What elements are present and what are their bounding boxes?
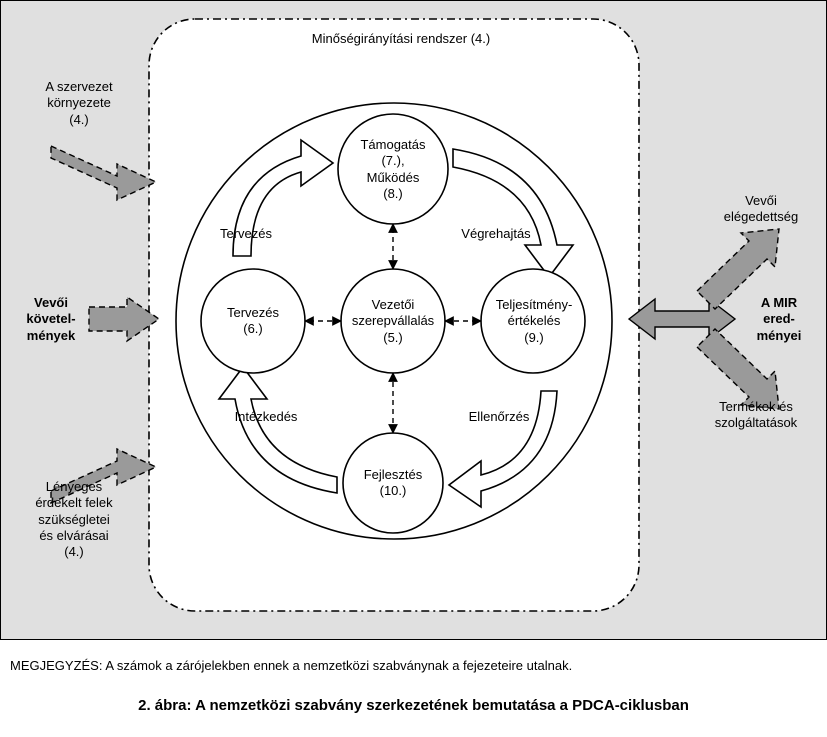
system-title: Minőségirányítási rendszer (4.): [271, 31, 531, 47]
phase-plan: Tervezés: [201, 226, 291, 242]
ext-sat: Vevői elégedettség: [701, 193, 821, 226]
node-top-label: Támogatás (7.), Működés (8.): [339, 137, 447, 202]
phase-do: Végrehajtás: [441, 226, 551, 242]
ext-req: Vevői követel- mények: [11, 295, 91, 344]
node-left-label: Tervezés (6.): [203, 305, 303, 338]
figure-caption: 2. ábra: A nemzetközi szabvány szerkezet…: [0, 673, 827, 724]
node-right-label: Teljesítmény- értékelés (9.): [479, 297, 589, 346]
diagram-canvas: Minőségirányítási rendszer (4.) Támogatá…: [0, 0, 827, 640]
input-arrow-env: [51, 146, 156, 200]
node-center-label: Vezetői szerepvállalás (5.): [337, 297, 449, 346]
figure-note: MEGJEGYZÉS: A számok a zárójelekben enne…: [0, 640, 827, 673]
input-arrow-req: [89, 297, 159, 341]
node-bottom-label: Fejlesztés (10.): [343, 467, 443, 500]
ext-env: A szervezet környezete (4.): [29, 79, 129, 128]
ext-prod: Termékek és szolgáltatások: [691, 399, 821, 432]
ext-stake: Lényeges érdekelt felek szükségletei és …: [19, 479, 129, 560]
phase-act: Intézkedés: [216, 409, 316, 425]
ext-mir: A MIR ered- ményei: [739, 295, 819, 344]
phase-check: Ellenőrzés: [449, 409, 549, 425]
